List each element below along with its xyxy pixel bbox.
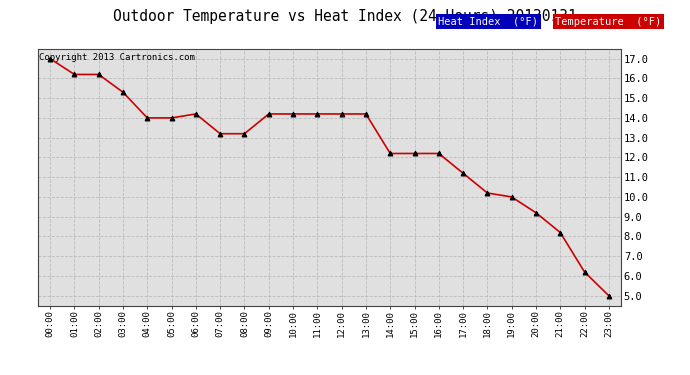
Text: Outdoor Temperature vs Heat Index (24 Hours) 20130131: Outdoor Temperature vs Heat Index (24 Ho…	[113, 9, 577, 24]
Text: Copyright 2013 Cartronics.com: Copyright 2013 Cartronics.com	[39, 53, 195, 62]
Text: Temperature  (°F): Temperature (°F)	[555, 17, 662, 27]
Text: Heat Index  (°F): Heat Index (°F)	[438, 17, 538, 27]
